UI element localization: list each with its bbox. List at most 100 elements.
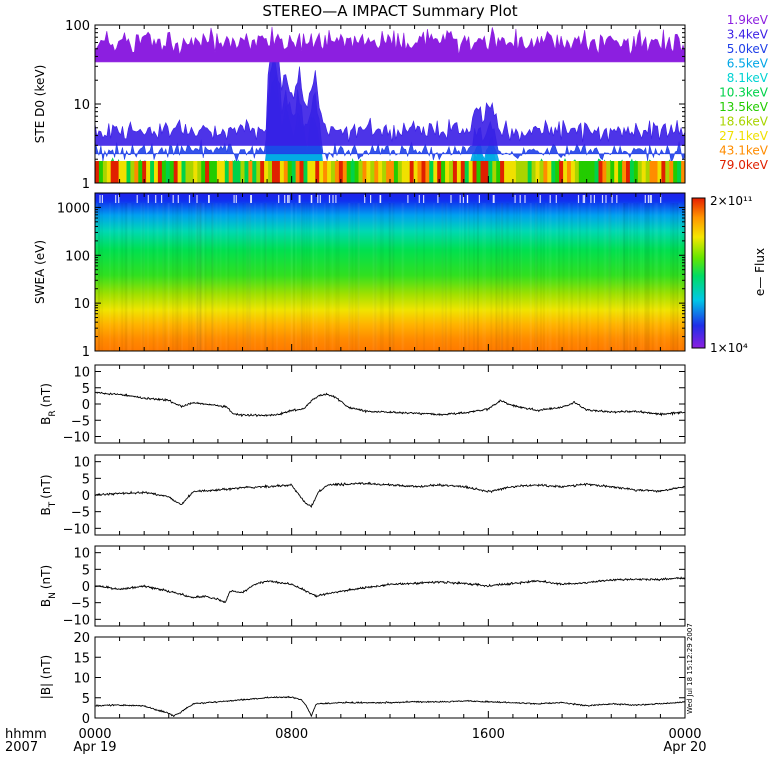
- swea-gap-mark: [492, 195, 494, 203]
- ste-band-cell: [295, 161, 300, 183]
- ste-band-cell: [220, 161, 226, 183]
- bt-series-line: [94, 481, 686, 509]
- ste-band-cell: [209, 161, 214, 183]
- swea-column: [652, 203, 654, 351]
- swea-column: [550, 203, 552, 351]
- ste-band-cell: [637, 161, 643, 183]
- ste-band-cell: [673, 161, 678, 183]
- swea-column: [558, 203, 560, 351]
- ste-band-cell: [154, 161, 159, 183]
- swea-column: [374, 203, 376, 351]
- ste-band-cell: [629, 161, 635, 183]
- swea-column: [416, 203, 418, 351]
- swea-column: [127, 203, 129, 351]
- ste-band-cell: [311, 161, 316, 183]
- br-ytick-label: 0: [82, 398, 90, 413]
- swea-gap-mark: [644, 195, 646, 203]
- ste-band-cell: [303, 161, 308, 183]
- ste-band-cell: [508, 161, 513, 183]
- swea-column: [216, 203, 218, 351]
- ste-band-cell: [449, 161, 454, 183]
- ste-band-cell: [244, 161, 249, 183]
- ste-band-cell: [590, 161, 595, 183]
- colorbar-min-label: 1×10⁴: [710, 341, 748, 355]
- swea-column: [520, 203, 522, 351]
- swea-column: [597, 203, 599, 351]
- ste-band-cell: [460, 161, 466, 183]
- swea-column: [450, 203, 452, 351]
- swea-column: [349, 203, 351, 351]
- swea-gap-mark: [235, 195, 237, 203]
- swea-gap-mark: [519, 195, 521, 203]
- swea-gap-mark: [287, 195, 289, 203]
- ste-band-cell: [574, 161, 580, 183]
- bn-series-line: [94, 576, 686, 604]
- bn-ylabel: BN(nT): [39, 565, 58, 607]
- ste-band-cell: [441, 161, 446, 183]
- ste-band-cell: [177, 161, 182, 183]
- year-label: 2007: [5, 740, 38, 755]
- ste-band-cell: [677, 161, 682, 183]
- bmag-ytick-label: 10: [73, 672, 90, 687]
- bt-ytick-label: 10: [73, 456, 90, 471]
- ste-band-cell: [216, 161, 222, 183]
- ste-band-cell: [665, 161, 670, 183]
- ste-band-cell: [315, 161, 320, 183]
- swea-column: [568, 203, 570, 351]
- ste-band-cell: [331, 161, 336, 183]
- bn-ytick-label: 5: [82, 563, 90, 578]
- bmag-ylabel: |B| (nT): [39, 655, 53, 699]
- ste-band-cell: [334, 161, 340, 183]
- ste-band-cell: [275, 161, 281, 183]
- swea-column: [477, 203, 479, 351]
- bn-ytick-label: 0: [82, 580, 90, 595]
- ste-band-cell: [260, 161, 265, 183]
- swea-gap-mark: [161, 195, 163, 203]
- ste-band-cell: [386, 161, 391, 183]
- swea-column: [464, 203, 466, 351]
- time-tick-label: 0800: [275, 727, 308, 742]
- ste-band-cell: [437, 161, 442, 183]
- swea-column: [623, 203, 625, 351]
- ste-band-cell: [468, 161, 474, 183]
- ste-legend: 1.9keV3.4keV5.0keV6.5keV8.1keV10.3keV13.…: [719, 13, 769, 172]
- ste-band-cell: [425, 161, 430, 183]
- swea-column: [636, 203, 638, 351]
- ste-band-cell: [496, 161, 501, 183]
- ste-band-cell: [614, 161, 619, 183]
- bmag-panel: 20 15 10 5 0 |B| (nT) Wed Jul 18 15:12:29 20…: [39, 623, 694, 727]
- swea-gap-mark: [605, 195, 607, 203]
- plot-title: STEREO—A IMPACT Summary Plot: [262, 2, 517, 20]
- swea-column: [633, 203, 635, 351]
- ste-band-cell: [586, 161, 592, 183]
- swea-gap-mark: [299, 195, 301, 203]
- swea-gap-mark: [328, 195, 331, 203]
- swea-column: [309, 203, 311, 351]
- ste-band-cell: [150, 161, 155, 183]
- colorbar: [691, 197, 706, 349]
- swea-column: [498, 203, 500, 351]
- colorbar-max-label: 2×10¹¹: [710, 194, 753, 208]
- swea-gap-mark: [649, 195, 651, 203]
- bt-ytick-label: 0: [82, 489, 90, 504]
- bmag-y-axis: 20 15 10 5 0: [73, 631, 685, 727]
- swea-column: [113, 203, 115, 351]
- swea-column: [536, 203, 538, 351]
- swea-gap-mark: [99, 195, 101, 203]
- ste-band-cell: [181, 161, 186, 183]
- swea-gap-mark: [650, 195, 652, 203]
- ste-legend-entry: 18.6keV: [719, 115, 769, 129]
- swea-column: [529, 203, 531, 351]
- swea-gap-mark: [437, 195, 439, 203]
- swea-gap-mark: [370, 195, 372, 203]
- ste-band-cell: [641, 161, 647, 183]
- ste-band-cell: [299, 161, 304, 183]
- ste-traces: [94, 26, 686, 184]
- bt-panel: 105 0 −5−10 BT(nT): [39, 454, 686, 537]
- ste-band-cell: [539, 161, 544, 183]
- bmag-ytick-label: 0: [82, 712, 90, 727]
- ste-band-cell: [382, 161, 387, 183]
- ste-band-cell: [594, 161, 599, 183]
- bmag-ytick-label: 15: [73, 651, 90, 666]
- swea-gap-mark: [364, 195, 366, 203]
